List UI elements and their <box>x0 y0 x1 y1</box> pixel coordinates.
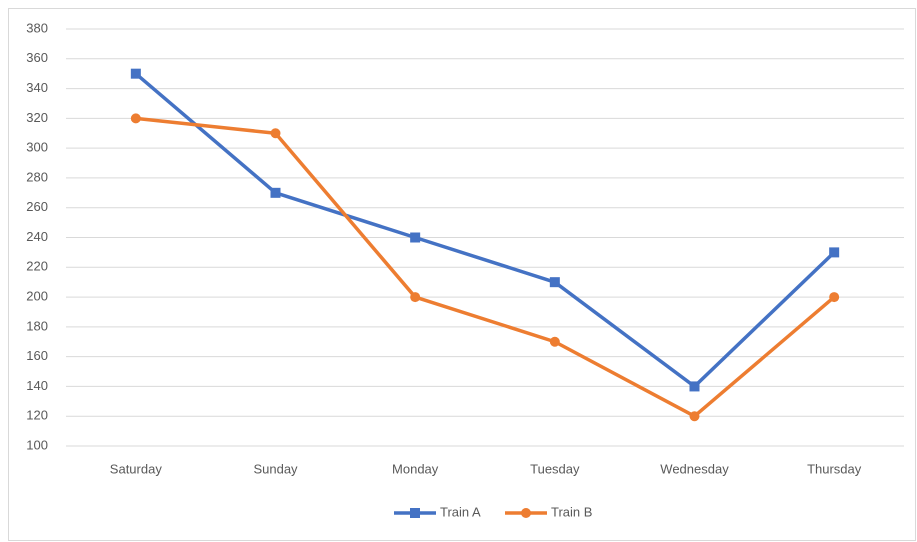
y-tick-label: 360 <box>26 50 48 65</box>
legend-label: Train A <box>440 504 481 519</box>
data-point <box>410 232 421 243</box>
data-point <box>270 187 281 198</box>
x-tick-label: Tuesday <box>530 461 580 476</box>
y-tick-label: 240 <box>26 229 48 244</box>
data-point <box>410 292 421 303</box>
data-point <box>130 113 141 124</box>
series-line <box>135 116 836 418</box>
y-tick-label: 320 <box>26 110 48 125</box>
data-point <box>549 336 560 347</box>
data-point <box>689 381 700 392</box>
x-tick-label: Saturday <box>110 461 163 476</box>
data-point <box>270 128 281 139</box>
data-point <box>829 247 840 258</box>
y-tick-label: 120 <box>26 408 48 423</box>
series-line <box>134 72 836 389</box>
legend-marker <box>521 508 531 518</box>
data-point <box>829 292 840 303</box>
x-tick-label: Sunday <box>253 461 298 476</box>
y-tick-label: 200 <box>26 289 48 304</box>
x-tick-label: Thursday <box>807 461 862 476</box>
y-tick-label: 140 <box>26 378 48 393</box>
y-tick-label: 260 <box>26 199 48 214</box>
y-tick-label: 300 <box>26 140 48 155</box>
y-tick-label: 220 <box>26 259 48 274</box>
legend-marker <box>410 508 420 518</box>
y-tick-label: 380 <box>26 20 48 35</box>
y-tick-label: 280 <box>26 169 48 184</box>
data-point <box>549 277 560 288</box>
chart-frame <box>8 8 916 541</box>
y-tick-label: 160 <box>26 348 48 363</box>
data-point <box>130 68 141 79</box>
x-tick-label: Wednesday <box>660 461 729 476</box>
y-tick-label: 340 <box>26 80 48 95</box>
legend-label: Train B <box>551 504 592 519</box>
data-point <box>689 411 700 422</box>
y-tick-label: 100 <box>26 437 48 452</box>
y-tick-label: 180 <box>26 318 48 333</box>
x-tick-label: Monday <box>392 461 439 476</box>
